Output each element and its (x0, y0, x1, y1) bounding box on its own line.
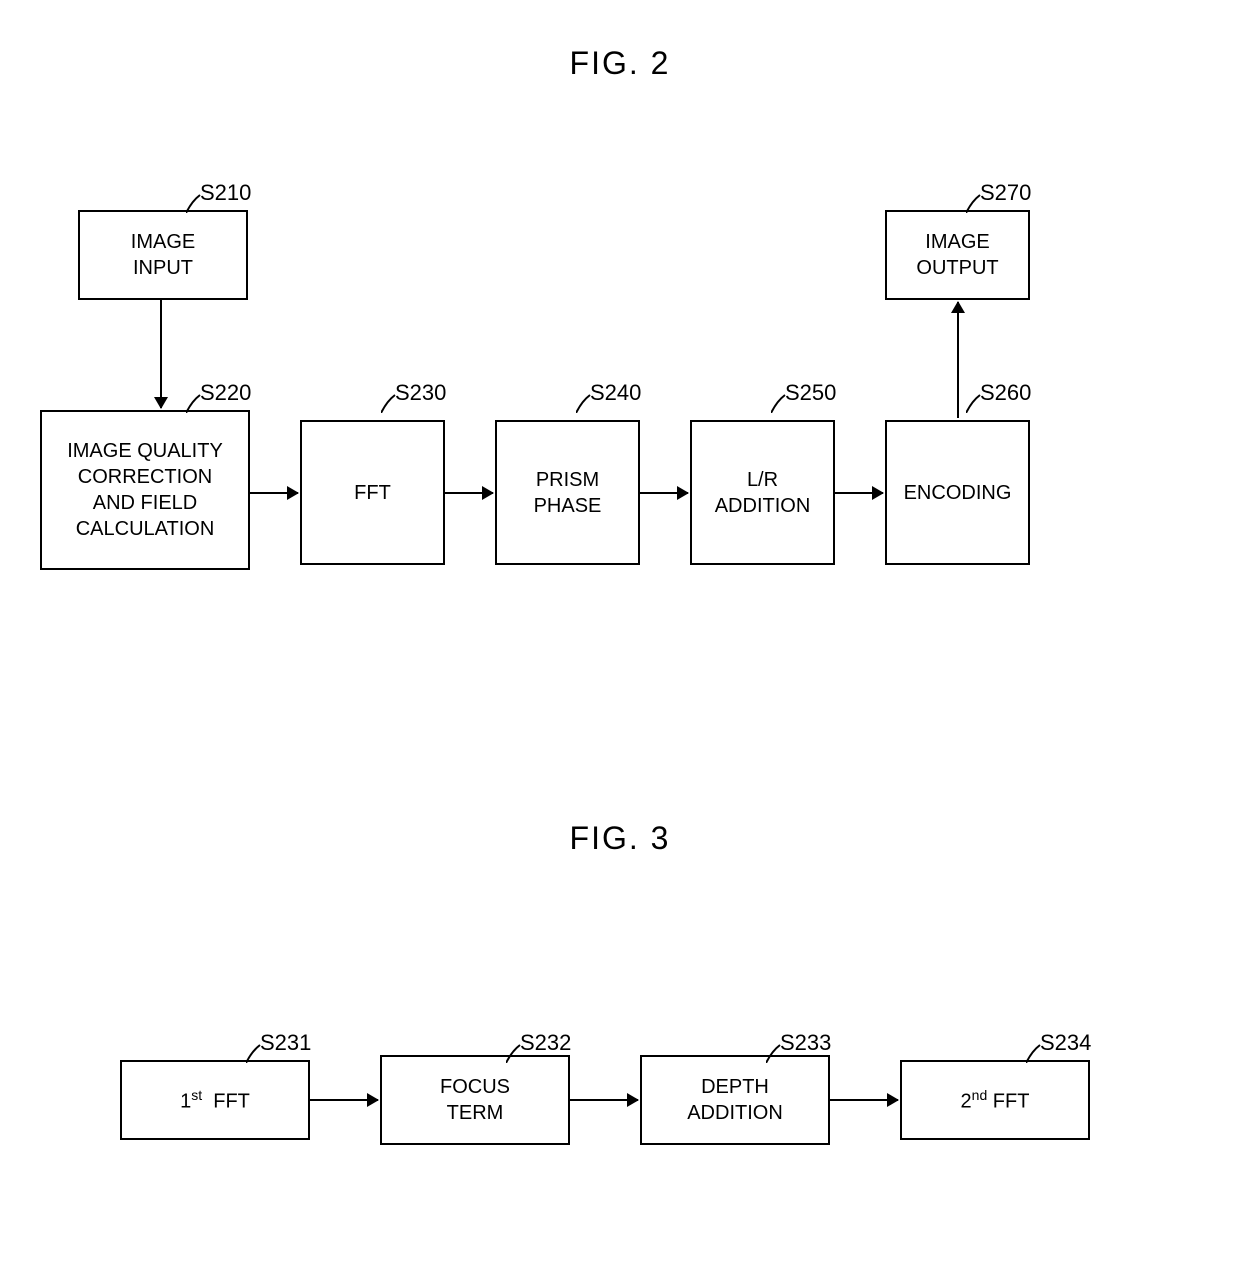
box-s250-text: L/RADDITION (715, 467, 811, 519)
box-s233: DEPTHADDITION (640, 1055, 830, 1145)
box-s230-text: FFT (354, 480, 391, 506)
arrow-s210-s220 (160, 300, 162, 408)
box-s260-text: ENCODING (904, 480, 1012, 506)
label-s270: S270 (980, 180, 1031, 206)
arrow-s240-s250 (640, 492, 688, 494)
box-s232-text: FOCUSTERM (440, 1074, 510, 1126)
tick-s220 (186, 393, 206, 413)
box-s220-text: IMAGE QUALITYCORRECTIONAND FIELDCALCULAT… (67, 438, 223, 542)
box-s232: FOCUSTERM (380, 1055, 570, 1145)
box-s234-text: 2nd FFT (961, 1086, 1030, 1115)
label-s240: S240 (590, 380, 641, 406)
box-s210-text: IMAGEINPUT (131, 229, 195, 281)
label-s220: S220 (200, 380, 251, 406)
box-s240-text: PRISMPHASE (534, 467, 602, 519)
tick-s270 (966, 193, 986, 213)
label-s231: S231 (260, 1030, 311, 1056)
box-s210: IMAGEINPUT (78, 210, 248, 300)
tick-s260 (966, 393, 986, 413)
box-s230: FFT (300, 420, 445, 565)
label-s260: S260 (980, 380, 1031, 406)
label-s230: S230 (395, 380, 446, 406)
tick-s233 (766, 1043, 786, 1063)
tick-s240 (576, 393, 596, 413)
label-s233: S233 (780, 1030, 831, 1056)
fig3-title: FIG. 3 (570, 820, 671, 857)
tick-s232 (506, 1043, 526, 1063)
box-s250: L/RADDITION (690, 420, 835, 565)
label-s232: S232 (520, 1030, 571, 1056)
tick-s234 (1026, 1043, 1046, 1063)
tick-s250 (771, 393, 791, 413)
box-s220: IMAGE QUALITYCORRECTIONAND FIELDCALCULAT… (40, 410, 250, 570)
box-s270: IMAGEOUTPUT (885, 210, 1030, 300)
arrow-s232-s233 (570, 1099, 638, 1101)
box-s240: PRISMPHASE (495, 420, 640, 565)
box-s260: ENCODING (885, 420, 1030, 565)
tick-s231 (246, 1043, 266, 1063)
arrow-s250-s260 (835, 492, 883, 494)
tick-s210 (186, 193, 206, 213)
fig2-title: FIG. 2 (570, 45, 671, 82)
tick-s230 (381, 393, 401, 413)
arrow-s220-s230 (250, 492, 298, 494)
arrow-s233-s234 (830, 1099, 898, 1101)
arrow-s230-s240 (445, 492, 493, 494)
label-s250: S250 (785, 380, 836, 406)
arrow-s231-s232 (310, 1099, 378, 1101)
label-s234: S234 (1040, 1030, 1091, 1056)
box-s270-text: IMAGEOUTPUT (916, 229, 998, 281)
box-s231-text: 1st FFT (180, 1086, 250, 1115)
box-s233-text: DEPTHADDITION (687, 1074, 783, 1126)
label-s210: S210 (200, 180, 251, 206)
box-s234: 2nd FFT (900, 1060, 1090, 1140)
box-s231: 1st FFT (120, 1060, 310, 1140)
arrow-s260-s270 (957, 302, 959, 418)
